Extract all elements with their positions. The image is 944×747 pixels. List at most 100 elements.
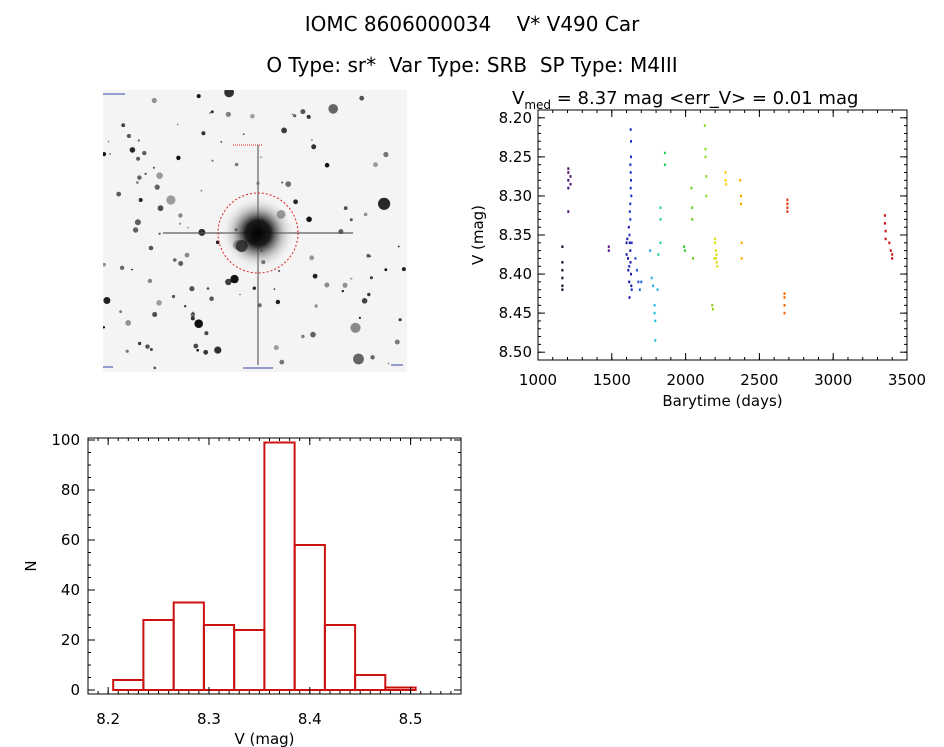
lightcurve-point (740, 241, 743, 245)
x-tick-label: 8.4 (298, 710, 322, 728)
field-star (178, 213, 183, 218)
lightcurve-point (715, 261, 718, 264)
lightcurve-point (630, 272, 632, 276)
lightcurve-point (567, 167, 570, 170)
lightcurve-point (891, 257, 894, 260)
field-star (129, 147, 136, 153)
field-star (147, 278, 153, 284)
lightcurve-point (888, 241, 891, 245)
field-star (328, 104, 338, 114)
lightcurve-point (629, 186, 632, 190)
histogram-bar (323, 624, 357, 691)
field-star (126, 133, 131, 139)
field-star (201, 131, 206, 136)
lightcurve-frame (537, 109, 908, 361)
field-star (349, 218, 353, 222)
field-star (171, 294, 176, 299)
lightcurve-point (690, 186, 693, 190)
lightcurve-point (607, 249, 610, 252)
lightcurve-point (786, 206, 789, 209)
histogram-bar (172, 601, 205, 691)
histogram-bar (112, 679, 145, 691)
y-tick-label: 8.40 (499, 265, 532, 283)
lightcurve-point (705, 175, 708, 178)
lightcurve-point (659, 218, 662, 221)
field-star (144, 172, 147, 175)
lightcurve-point (561, 268, 564, 272)
field-star (209, 112, 212, 114)
y-tick-label: 40 (61, 581, 80, 599)
field-star (310, 138, 313, 141)
field-star (190, 312, 196, 318)
field-star (210, 110, 214, 114)
field-star (394, 339, 400, 345)
lightcurve-point (628, 233, 631, 237)
y-tick-label: 100 (51, 431, 80, 449)
lightcurve-point (659, 206, 662, 209)
field-star (324, 282, 330, 288)
field-star (137, 341, 142, 346)
field-star (125, 320, 132, 326)
lightcurve-point (703, 124, 706, 127)
field-star (176, 123, 179, 126)
x-tick-label: 1000 (519, 371, 557, 389)
lightcurve-point (704, 155, 707, 159)
lightcurve-point (714, 241, 717, 245)
field-star (314, 304, 318, 308)
field-star (225, 278, 232, 286)
lightcurve-point (653, 311, 656, 315)
lightcurve-point (653, 304, 656, 307)
lightcurve-point (691, 206, 694, 209)
field-star (176, 155, 181, 160)
field-star (293, 199, 298, 205)
y-tick-label: 8.20 (499, 109, 532, 127)
field-star (239, 293, 241, 296)
field-star (209, 296, 214, 301)
field-star (370, 355, 375, 360)
field-star (156, 172, 163, 179)
field-star (152, 166, 155, 169)
field-star (125, 349, 129, 353)
field-star (358, 316, 361, 319)
lightcurve-point (656, 288, 659, 291)
field-star (310, 331, 316, 338)
y-axis-label: V (mag) (469, 205, 487, 265)
lightcurve-point (739, 179, 742, 182)
field-star (278, 269, 281, 273)
x-tick-label: 3500 (888, 371, 926, 389)
lightcurve-point (569, 182, 572, 186)
field-star (211, 159, 214, 162)
lightcurve-point (884, 229, 887, 233)
x-tick-label: 8.3 (197, 710, 221, 728)
field-star (179, 222, 182, 225)
field-star (190, 316, 195, 321)
lightcurve-point (561, 276, 564, 280)
lightcurve-point (654, 319, 657, 323)
field-star (158, 232, 161, 235)
field-star (293, 114, 297, 118)
histogram-frame (87, 437, 462, 695)
field-star (230, 274, 239, 284)
field-star (225, 111, 231, 117)
field-star (157, 205, 164, 212)
field-star (214, 346, 222, 354)
lightcurve-point (567, 179, 570, 182)
lightcurve-point (889, 249, 892, 252)
lightcurve-point (659, 241, 662, 245)
field-star (309, 255, 315, 261)
lightcurve-point (786, 202, 789, 206)
y-tick-label: 8.50 (499, 343, 532, 361)
lightcurve-point (783, 304, 786, 307)
lightcurve-point (657, 253, 660, 256)
field-star (103, 152, 107, 157)
field-star (200, 189, 203, 192)
field-star (156, 300, 162, 306)
field-star (193, 343, 199, 349)
field-star (194, 319, 203, 328)
lightcurve-point (561, 245, 564, 248)
lightcurve-point (714, 249, 717, 252)
field-star (103, 326, 106, 329)
y-tick-label: 60 (61, 531, 80, 549)
lightcurve-point (569, 175, 572, 178)
field-star (306, 216, 312, 223)
